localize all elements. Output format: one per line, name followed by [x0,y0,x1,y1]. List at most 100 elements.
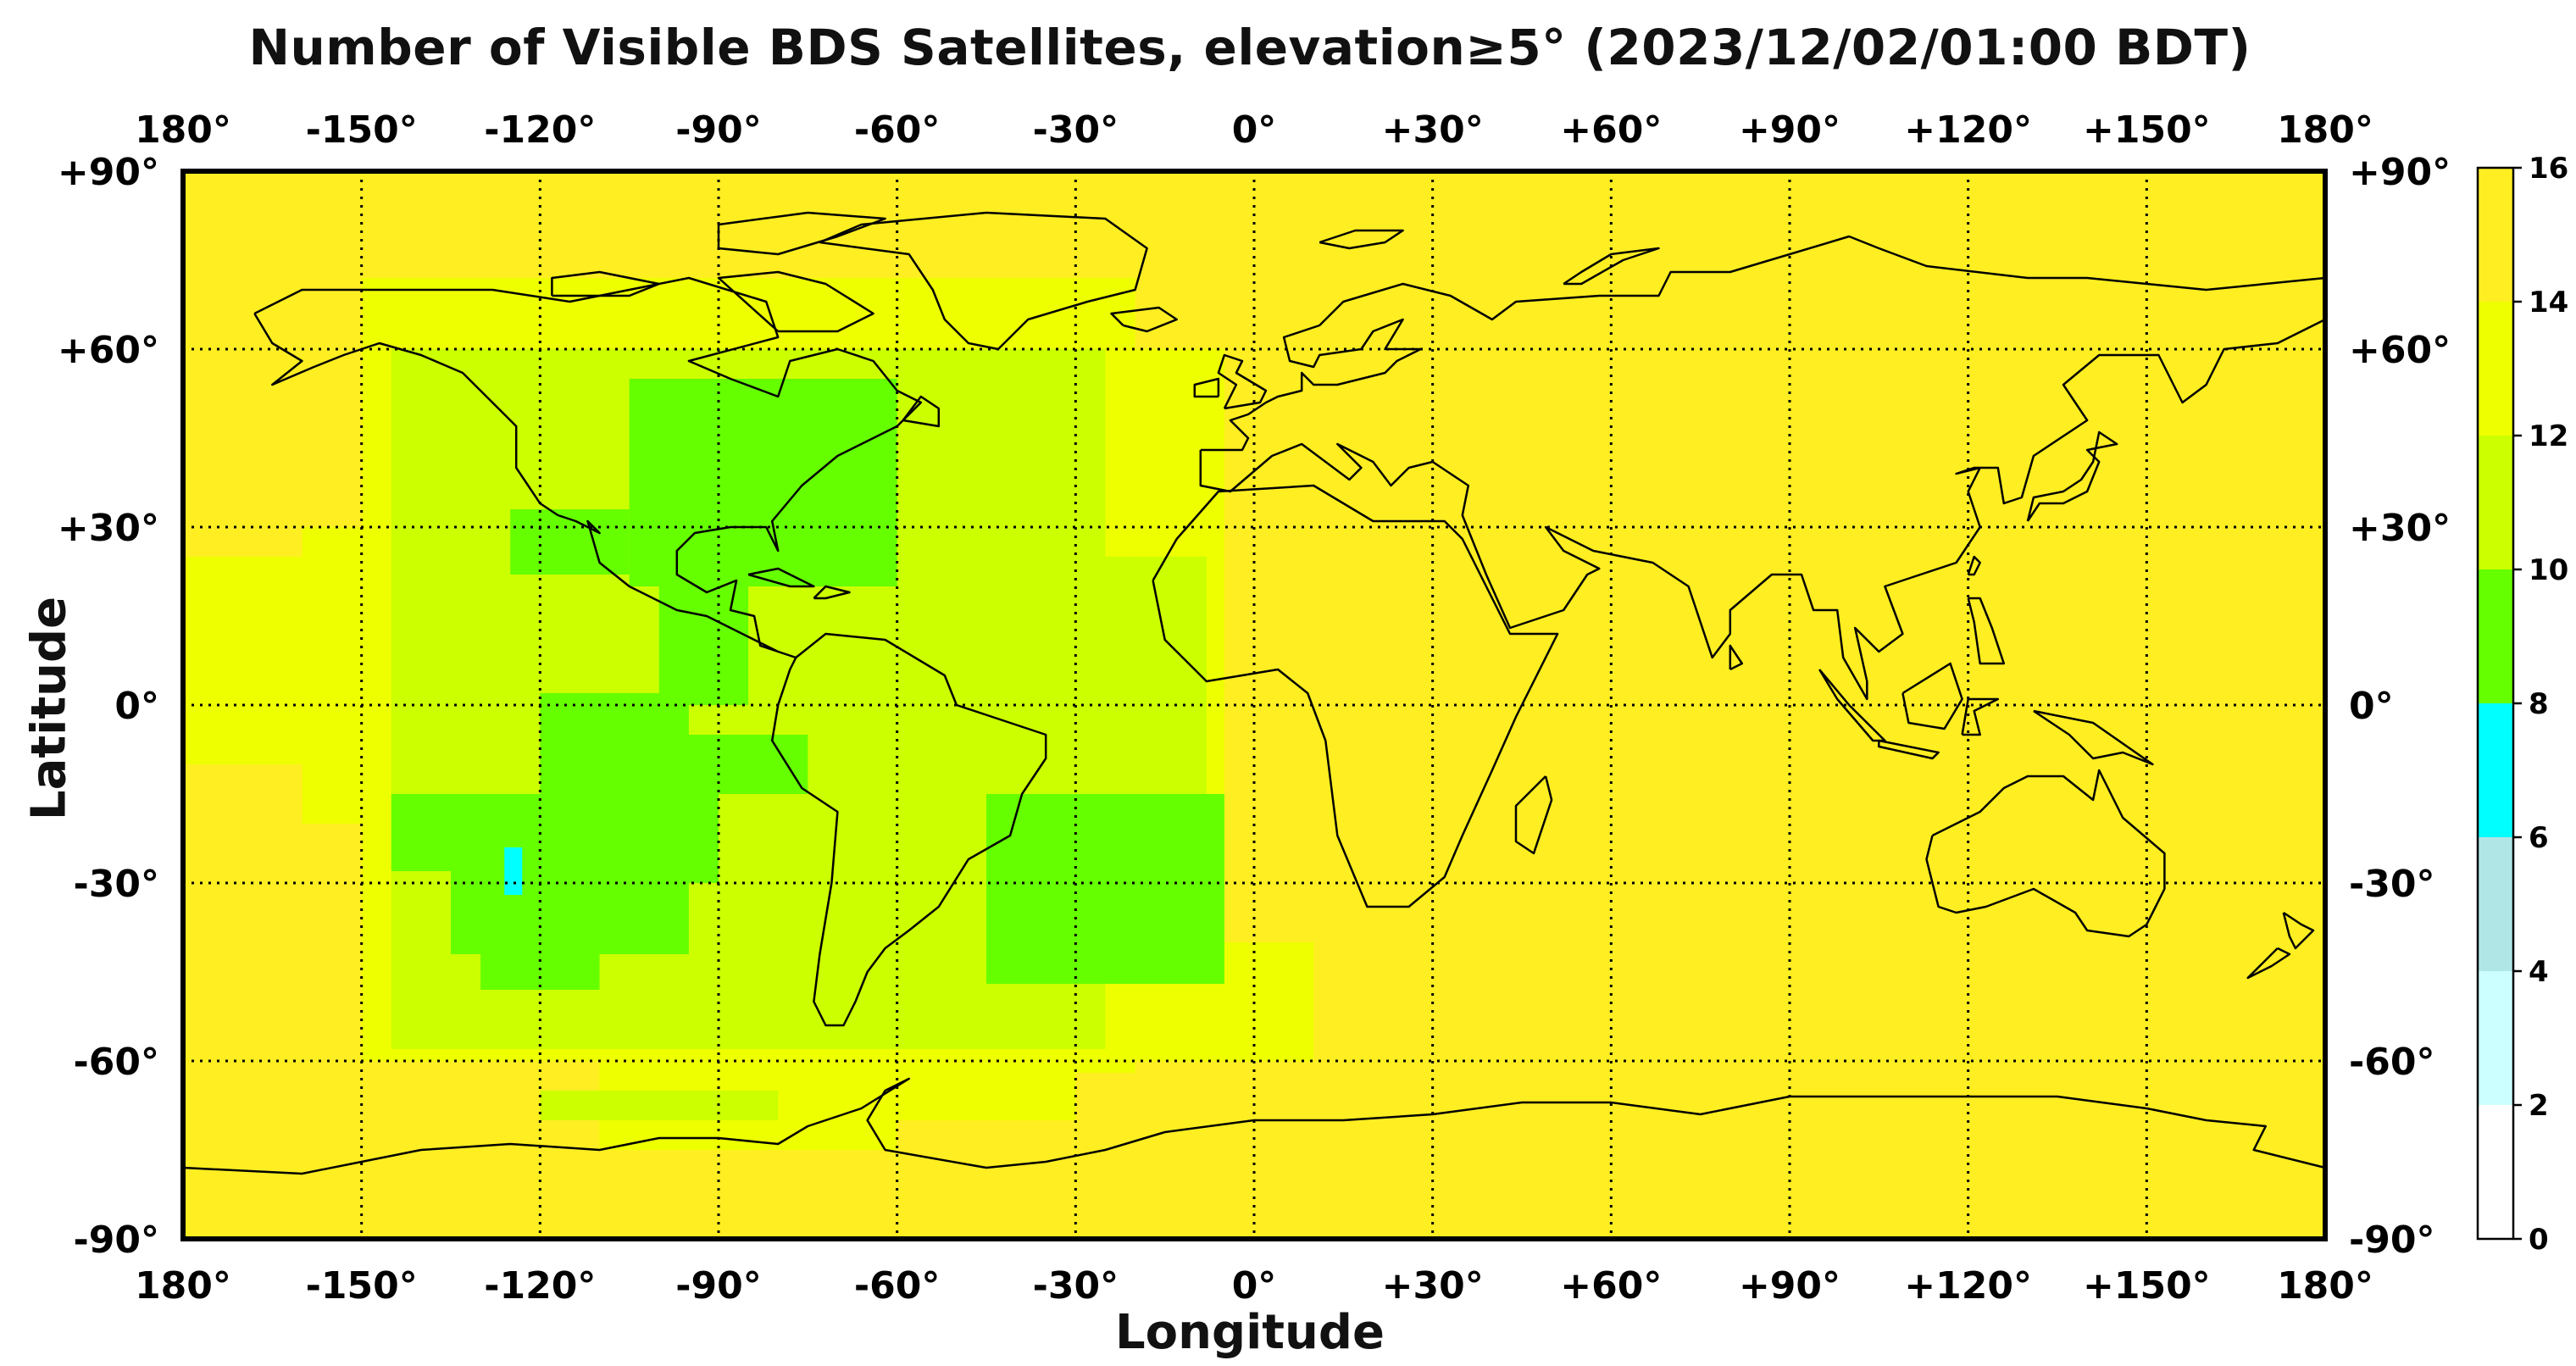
bottom-lon-tick-7: +30° [1382,1264,1484,1308]
right-lat-tick-3: 0° [2349,685,2394,728]
colorbar-segment-12-14 [2478,302,2513,436]
coastline-south-america [770,632,1047,1027]
left-lat-tick-3: 0° [114,685,159,728]
coastline-north-america [253,276,923,659]
coastline-new-guinea [2033,709,2154,766]
colorbar-label-12: 12 [2529,419,2568,453]
coastline-cuba [747,567,815,588]
heatmap-cell-8 [183,1061,600,1150]
coastline-newfoundland [902,395,941,428]
coastline-africa [1152,484,1559,908]
coastline-madagascar [1514,775,1553,855]
colorbar-segment-14-16 [2478,168,2513,302]
coastline-new-zealand-south [2246,947,2291,980]
colorbar-segment-4-6 [2478,837,2513,971]
coastline-eurasia [1199,235,2327,701]
heatmap-cell-20 [451,871,689,954]
heatmap-cell-23 [504,847,523,895]
colorbar-segment-8-10 [2478,569,2513,703]
top-lon-tick-9: +90° [1739,108,1840,152]
coastline-new-zealand-north [2282,911,2315,950]
top-lon-tick-10: +120° [1904,108,2032,152]
top-lon-tick-4: -60° [854,108,941,152]
heatmap-cell-19 [391,794,570,871]
colorbar-label-0: 0 [2529,1223,2549,1257]
coastline-antarctica [182,1077,2326,1175]
coastline-borneo [1901,662,1963,730]
colorbar-label-2: 2 [2529,1089,2549,1123]
plot-border [180,169,2328,1241]
left-lat-tick-1: +60° [58,329,159,372]
top-lon-tick-12: 180° [2277,108,2373,152]
colorbar-segment-6-8 [2478,703,2513,837]
top-lon-tick-8: +60° [1560,108,1662,152]
heatmap-cell-12 [540,1091,779,1120]
heatmap-cell-13 [629,379,897,586]
top-lon-tick-6: 0° [1232,108,1277,152]
x-axis-label: Longitude [1114,1305,1385,1360]
top-lon-tick-0: 180° [135,108,231,152]
right-lat-tick-2: +30° [2349,507,2451,550]
right-lat-tick-5: -60° [2349,1041,2435,1084]
tick-labels: 180° 180° -150° -150° -120° -120° -90° -90° -60°… [58,108,2451,1308]
bottom-lon-tick-1: -150° [306,1264,418,1308]
colorbar-label-16: 16 [2529,152,2568,186]
bottom-lon-tick-6: 0° [1232,1264,1277,1308]
colorbar-label-8: 8 [2529,687,2549,721]
chart-title: Number of Visible BDS Satellites, elevat… [248,19,2251,76]
bottom-lon-tick-10: +120° [1904,1264,2032,1308]
heatmap-cell-9 [540,171,1017,278]
coastline-sri-lanka [1729,644,1744,671]
coastline-novaya-zemlya [1563,247,1660,286]
coastlines [182,211,2327,1175]
bottom-lon-tick-3: -90° [675,1264,762,1308]
colorbar-label-4: 4 [2529,955,2549,989]
coastline-australia [1925,769,2166,938]
bottom-lon-tick-11: +150° [2083,1264,2211,1308]
coastline-japan [2026,430,2118,522]
bottom-lon-tick-4: -60° [854,1264,941,1308]
bottom-lon-tick-9: +90° [1739,1264,1840,1308]
coastline-great-britain [1217,353,1268,410]
top-lon-tick-11: +150° [2083,108,2211,152]
left-lat-tick-2: +30° [58,507,159,550]
coastline-victoria-island [551,270,661,297]
left-lat-tick-6: -90° [74,1219,160,1262]
coastline-java [1878,739,1940,760]
right-lat-tick-1: +60° [2349,329,2451,372]
coastline-hispaniola [813,585,851,600]
coastline-sulawesi [1961,697,2000,736]
plot-frame [180,169,2328,1241]
heatmap-cell-15 [658,586,749,705]
left-lat-tick-4: -30° [74,863,160,906]
bottom-lon-tick-12: 180° [2277,1264,2373,1308]
heatmap-cell-22 [986,794,1224,984]
colorbar: 0 2 4 6 8 10 12 14 16 [2476,152,2568,1257]
coastline-taiwan [1967,555,1981,576]
gridlines [183,171,2325,1239]
colorbar-segment-2-4 [2478,971,2513,1105]
top-lon-tick-3: -90° [675,108,762,152]
coastline-svalbard [1319,229,1404,250]
coastline-ireland [1193,377,1220,398]
colorbar-segment-0-2 [2478,1105,2513,1239]
colorbar-label-14: 14 [2529,286,2568,319]
top-lon-tick-2: -120° [484,108,596,152]
right-lat-tick-6: -90° [2349,1219,2435,1262]
colorbar-segment-10-12 [2478,436,2513,569]
heatmap-cell-16 [540,693,689,735]
colorbar-label-6: 6 [2529,821,2549,855]
right-lat-tick-4: -30° [2349,863,2435,906]
coastline-greenland [819,211,1148,351]
bottom-lon-tick-2: -120° [484,1264,596,1308]
heatmap-cell-2 [183,557,303,764]
coastline-baffin-island [717,270,874,333]
top-lon-tick-1: -150° [306,108,418,152]
coastline-philippines [1967,597,2006,665]
top-lon-tick-7: +30° [1382,108,1484,152]
left-lat-tick-0: +90° [58,151,159,194]
colorbar-label-10: 10 [2529,553,2568,587]
coastline-iceland [1110,306,1178,333]
right-lat-tick-0: +90° [2349,151,2451,194]
